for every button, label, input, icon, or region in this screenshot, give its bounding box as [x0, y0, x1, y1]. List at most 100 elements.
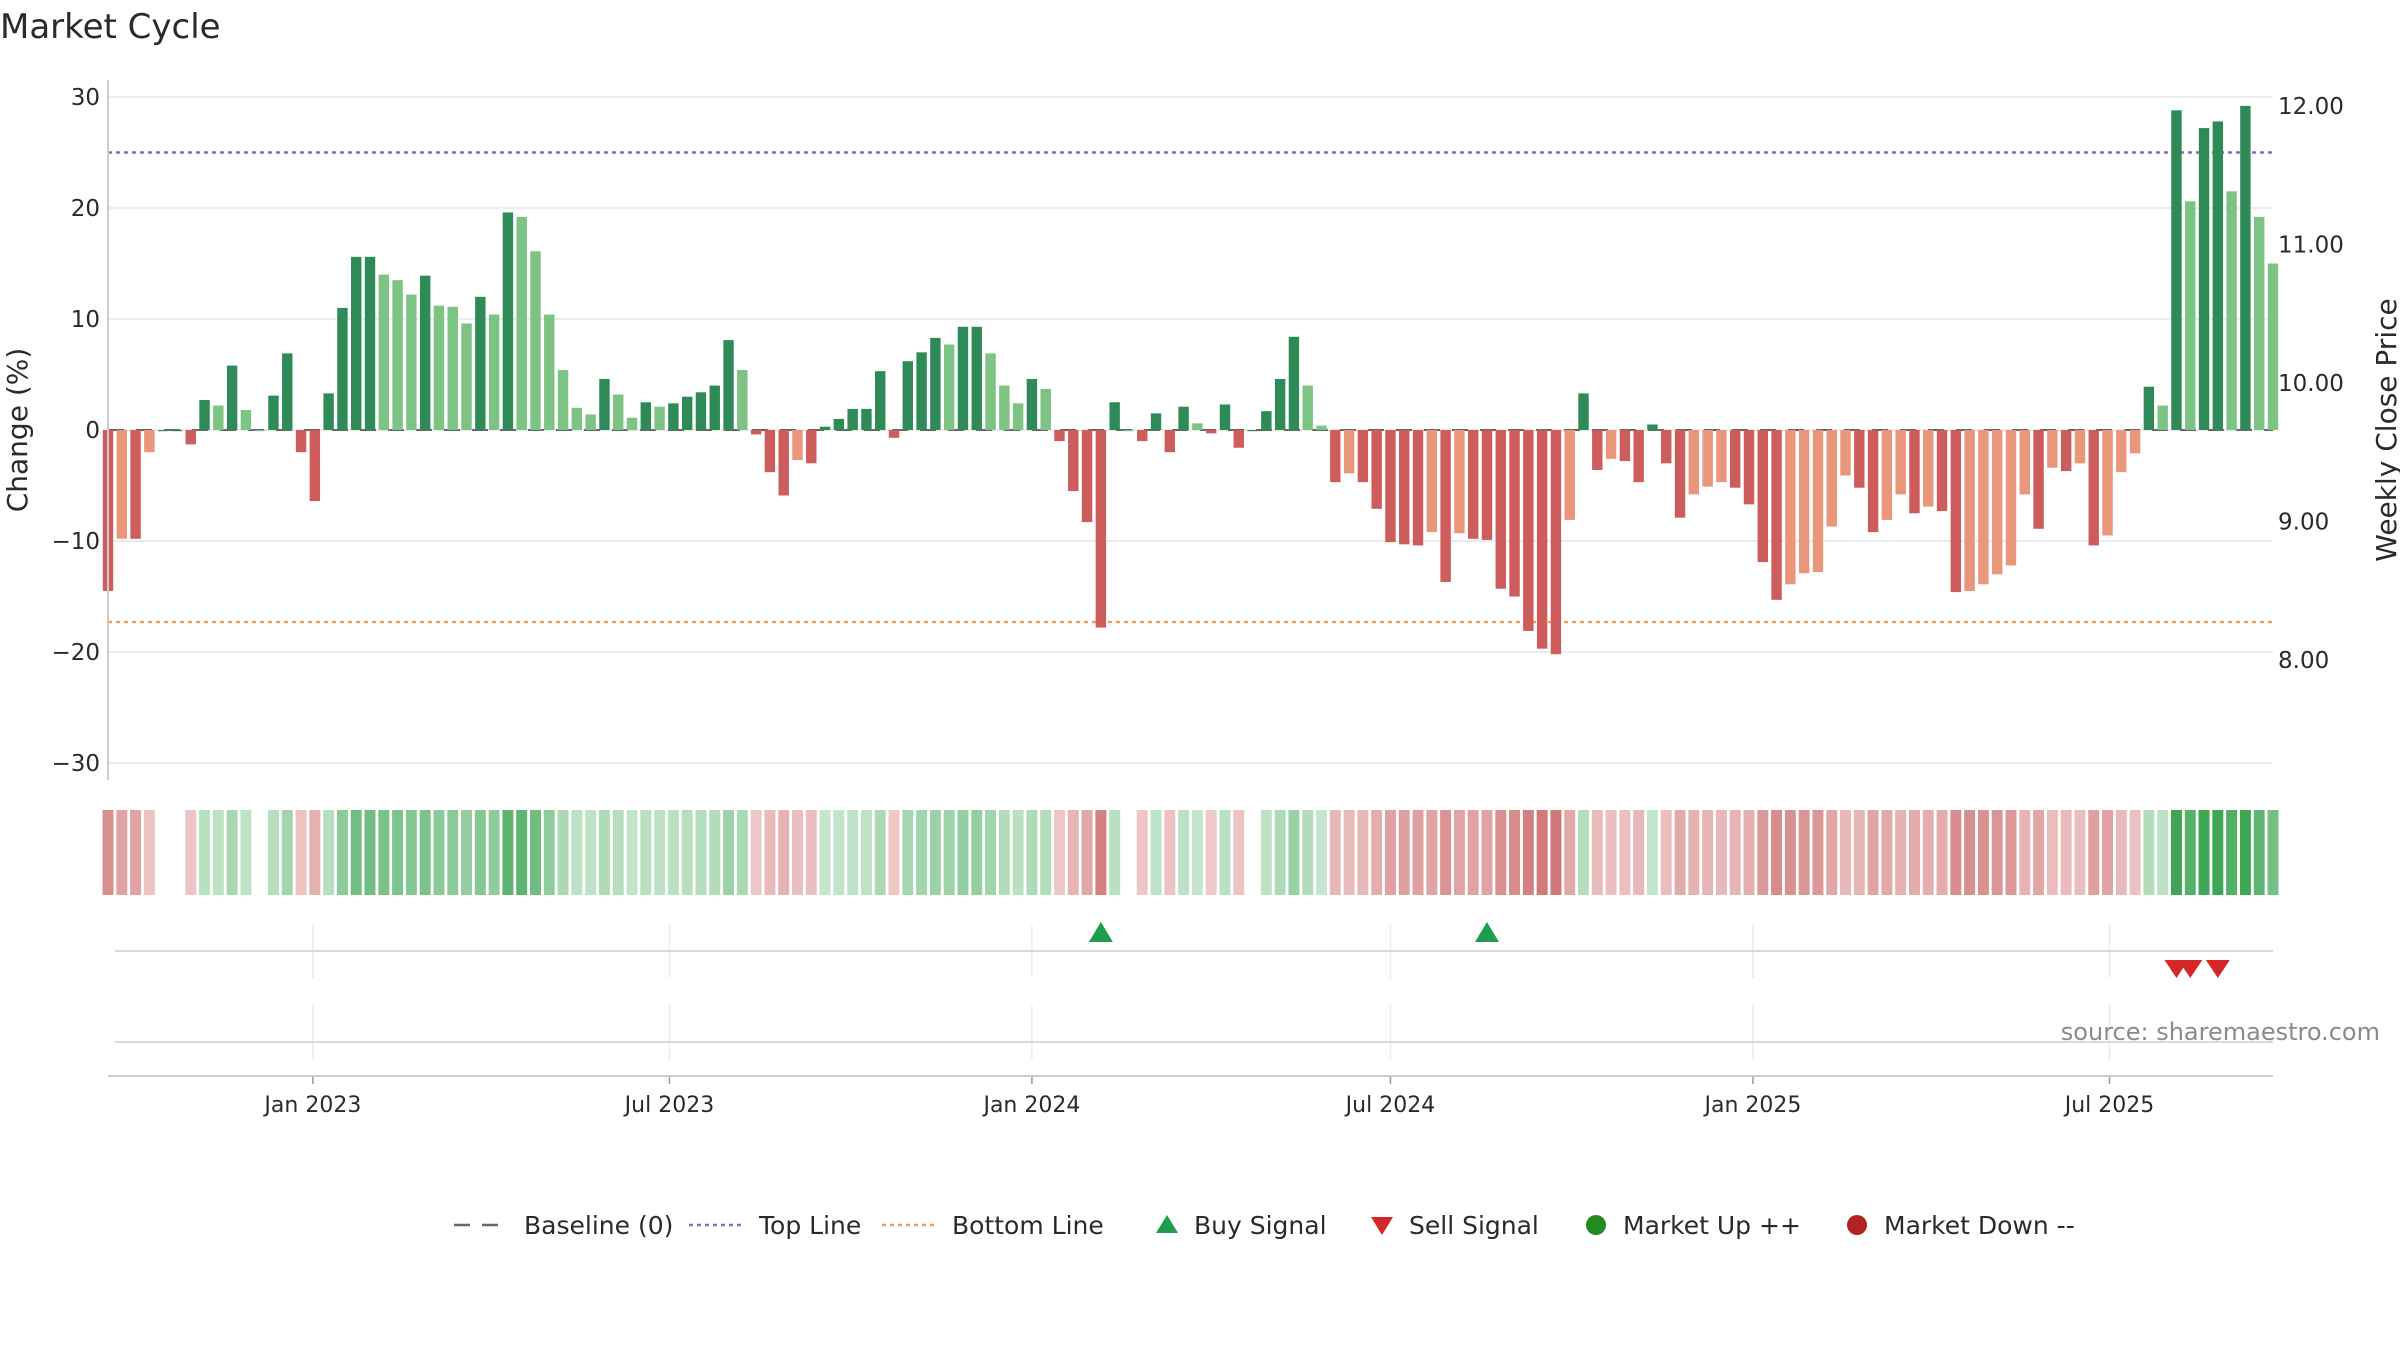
heat-cell: [1619, 810, 1631, 895]
heat-cell: [1798, 810, 1810, 895]
x-tick-label: Jul 2023: [623, 1093, 715, 1118]
change-bar: [1219, 404, 1231, 430]
legend-label: Market Up ++: [1623, 1211, 1801, 1240]
heat-cell: [1467, 810, 1479, 895]
change-bar: [2019, 430, 2030, 495]
axes: 30 20 10 0 −10 −20 −30 12.00 11.00 10.00 9.00 8.00 J…: [51, 80, 2344, 1118]
legend-swatch-circle: [1586, 1215, 1606, 1235]
change-bar: [1536, 430, 1548, 649]
heat-cell: [1357, 810, 1369, 895]
heat-cell: [612, 810, 624, 895]
heat-cell: [1812, 810, 1824, 895]
change-bar: [1964, 430, 1975, 591]
heat-cell: [1936, 810, 1948, 895]
change-bar: [213, 405, 224, 430]
heat-cell: [1440, 810, 1452, 895]
heat-cell: [212, 810, 224, 895]
change-bar: [1274, 378, 1286, 430]
y-axis-left-title: Change (%): [1, 348, 34, 513]
heat-cell: [102, 810, 114, 895]
legend-label: Sell Signal: [1409, 1211, 1539, 1240]
heat-cell: [888, 810, 900, 895]
change-bar: [1812, 430, 1824, 573]
change-bar: [1688, 430, 1700, 495]
change-bar: [599, 378, 610, 430]
heat-cell: [860, 810, 872, 895]
heat-cell: [1895, 810, 1907, 895]
heat-cell: [792, 810, 803, 895]
change-bar: [1109, 402, 1120, 430]
change-bar: [1592, 430, 1603, 470]
legend-label: Bottom Line: [952, 1211, 1104, 1240]
heat-cell: [1191, 810, 1203, 895]
heat-cell: [1950, 810, 1962, 895]
heat-cell: [598, 810, 610, 895]
heat-cell: [1784, 810, 1796, 895]
change-bar: [144, 430, 155, 453]
y-right-tick-label: 8.00: [2278, 648, 2329, 674]
change-bar: [2240, 105, 2251, 430]
heat-cell: [1109, 810, 1121, 895]
heat-cell: [309, 810, 321, 895]
change-bar: [157, 430, 169, 432]
change-bar: [654, 406, 665, 430]
change-bar: [2102, 430, 2113, 536]
change-bar: [2212, 121, 2224, 431]
change-bar: [1164, 430, 1176, 453]
heat-cell: [654, 810, 666, 895]
change-bar: [1316, 425, 1327, 430]
heat-cell: [2060, 810, 2072, 895]
grid-lines: [108, 96, 2273, 1060]
change-bar: [2254, 216, 2265, 430]
change-bar: [1261, 411, 1272, 430]
heat-cell: [640, 810, 652, 895]
heat-cell: [2253, 810, 2265, 895]
legend-item-top-line: Top Line: [689, 1211, 861, 1240]
heat-cell: [143, 810, 155, 895]
change-bar: [392, 280, 403, 430]
buy-signal-marker: [1088, 922, 1113, 942]
heat-cell: [1426, 810, 1438, 895]
heat-cell: [805, 810, 817, 895]
heat-cell: [1674, 810, 1686, 895]
heat-cell: [1054, 810, 1065, 895]
change-bar: [1081, 430, 1093, 523]
heat-cell: [1633, 810, 1645, 895]
legend-item-baseline: Baseline (0): [454, 1211, 673, 1240]
change-bar: [613, 394, 624, 430]
heat-cell: [1702, 810, 1714, 895]
heat-cell: [1853, 810, 1865, 895]
heat-cell: [1881, 810, 1893, 895]
bars-panel: [102, 105, 2279, 655]
heat-cell: [1067, 810, 1079, 895]
legend-item-market-down: Market Down --: [1847, 1211, 2075, 1240]
heat-cell: [695, 810, 707, 895]
change-bar: [1426, 430, 1438, 533]
heat-cell: [2239, 810, 2251, 895]
change-bar: [1702, 430, 1713, 487]
heat-cell: [461, 810, 473, 895]
heat-cell: [1743, 810, 1755, 895]
heat-cell: [1343, 810, 1355, 895]
x-tick-label: Jan 2024: [981, 1093, 1080, 1118]
change-bar: [1247, 430, 1258, 432]
change-bar: [1771, 430, 1782, 600]
heat-cell: [1012, 810, 1024, 895]
change-bar: [1412, 430, 1424, 546]
heat-cell: [2102, 810, 2113, 895]
heat-cell: [681, 810, 693, 895]
heat-cell: [1509, 810, 1521, 895]
heat-cell: [943, 810, 955, 895]
change-bar: [2185, 201, 2196, 430]
signals-panel: [1088, 922, 2230, 978]
change-bar: [985, 353, 996, 430]
heat-cell: [1908, 810, 1920, 895]
change-bar: [1371, 430, 1382, 509]
heat-cell: [1412, 810, 1424, 895]
x-tick-label: Jan 2025: [1702, 1093, 1801, 1118]
y-left-tick-label: 10: [71, 307, 100, 333]
source-note: source: sharemaestro.com: [2061, 1018, 2380, 1046]
change-bar: [461, 323, 472, 430]
heat-cell: [709, 810, 721, 895]
heat-cell: [1274, 810, 1286, 895]
